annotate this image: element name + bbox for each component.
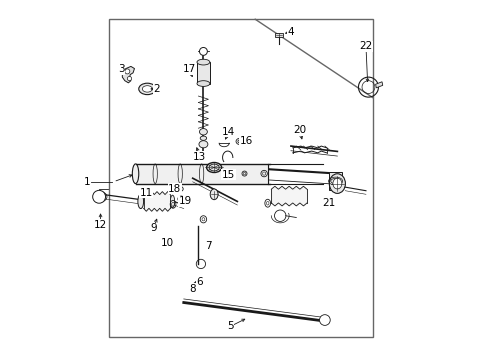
Bar (328, 172, 342, 190)
Bar (197, 62, 209, 84)
Text: 5: 5 (226, 321, 233, 332)
Circle shape (319, 315, 329, 325)
Ellipse shape (138, 194, 143, 208)
Text: 2: 2 (153, 84, 160, 94)
Text: 12: 12 (94, 220, 107, 230)
Ellipse shape (208, 164, 219, 171)
Text: 16: 16 (239, 136, 252, 146)
Ellipse shape (210, 189, 218, 200)
Text: 22: 22 (359, 41, 372, 51)
Ellipse shape (142, 86, 152, 92)
Ellipse shape (199, 141, 207, 148)
Text: 6: 6 (196, 277, 203, 287)
Ellipse shape (197, 81, 209, 86)
Text: 21: 21 (321, 198, 334, 208)
Text: 17: 17 (182, 64, 195, 74)
Circle shape (93, 190, 105, 203)
Ellipse shape (139, 83, 156, 95)
Text: 13: 13 (193, 152, 206, 162)
Text: 18: 18 (168, 184, 181, 194)
Text: 4: 4 (287, 27, 294, 37)
Text: 14: 14 (222, 127, 235, 137)
Ellipse shape (199, 129, 207, 135)
Polygon shape (122, 66, 134, 83)
Text: 1: 1 (84, 177, 90, 187)
Ellipse shape (332, 178, 341, 189)
Text: 9: 9 (150, 223, 156, 233)
Ellipse shape (132, 164, 139, 184)
Text: 19: 19 (179, 197, 192, 206)
Ellipse shape (170, 195, 174, 208)
Text: 11: 11 (140, 188, 153, 198)
Text: 7: 7 (205, 241, 212, 251)
Text: 10: 10 (161, 238, 174, 248)
Circle shape (127, 76, 131, 81)
Polygon shape (135, 164, 269, 184)
Text: 20: 20 (293, 125, 306, 135)
Text: 15: 15 (222, 170, 235, 180)
Bar (108, 19, 372, 337)
Text: 8: 8 (189, 284, 196, 294)
Polygon shape (375, 82, 382, 88)
Ellipse shape (199, 48, 207, 55)
Circle shape (124, 69, 130, 74)
Ellipse shape (200, 136, 206, 140)
Ellipse shape (328, 174, 345, 193)
Ellipse shape (197, 59, 209, 65)
Bar (274, 33, 283, 37)
Text: 3: 3 (118, 64, 124, 74)
Ellipse shape (206, 162, 221, 172)
